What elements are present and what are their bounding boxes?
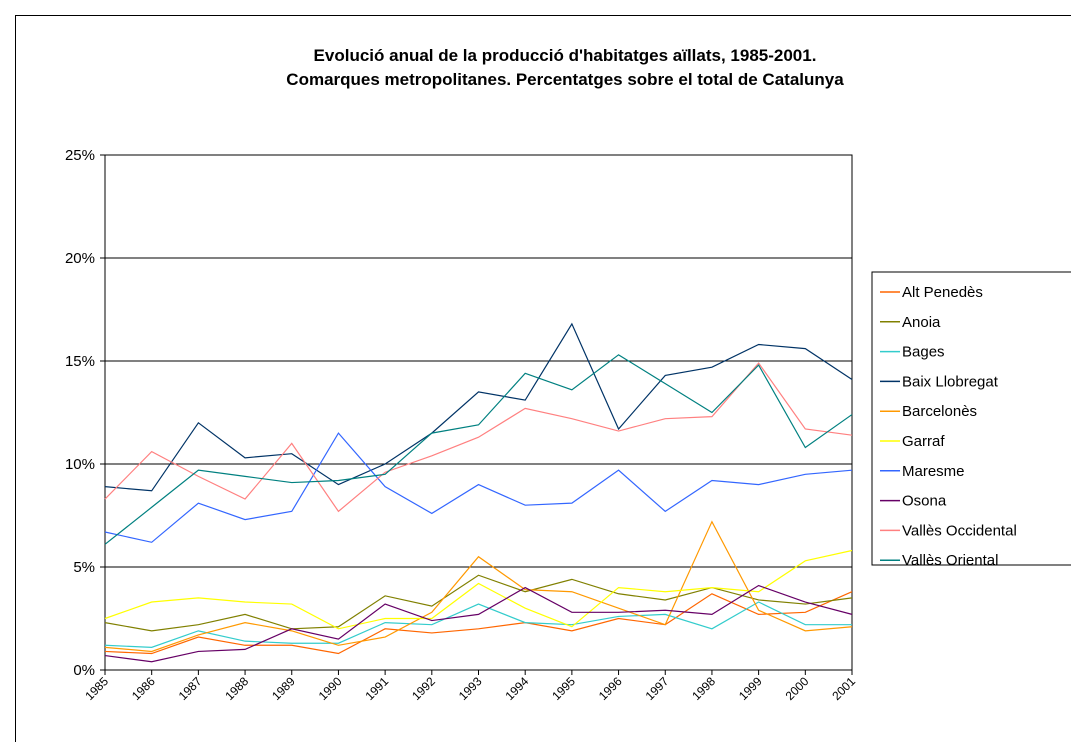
series-line xyxy=(104,591,853,655)
series-line xyxy=(104,432,853,543)
legend-label: Baix Llobregat xyxy=(902,373,999,390)
legend-box xyxy=(871,271,1071,566)
legend-label: Maresme xyxy=(902,463,965,480)
legend-label: Bages xyxy=(902,344,945,361)
y-tick-label: 15% xyxy=(65,353,95,370)
chart-title-line: Comarques metropolitanes. Percentatges s… xyxy=(286,70,844,89)
y-tick-label: 20% xyxy=(65,250,95,267)
y-tick-label: 5% xyxy=(73,559,95,576)
series-line xyxy=(104,520,853,653)
series-line xyxy=(104,601,852,648)
series-line xyxy=(104,322,853,492)
legend-label: Alt Penedès xyxy=(902,284,983,301)
series-line xyxy=(104,584,853,663)
legend-label: Anoia xyxy=(902,314,941,331)
chart-title-line: Evolució anual de la producció d'habitat… xyxy=(314,46,817,65)
legend-label: Barcelonès xyxy=(902,403,977,420)
legend-label: Garraf xyxy=(902,433,945,450)
chart-title: Evolució anual de la producció d'habitat… xyxy=(286,46,844,89)
series-line xyxy=(104,354,853,545)
y-tick-label: 10% xyxy=(65,456,95,473)
series-line xyxy=(104,574,853,632)
legend-label: Vallès Occidental xyxy=(902,522,1017,539)
y-tick-label: 0% xyxy=(73,662,95,679)
y-tick-label: 25% xyxy=(65,147,95,164)
legend-label: Osona xyxy=(902,493,947,510)
legend-label: Vallès Oriental xyxy=(902,552,998,569)
plot-area xyxy=(104,154,853,671)
series-line xyxy=(104,362,853,513)
series-line xyxy=(104,549,853,630)
